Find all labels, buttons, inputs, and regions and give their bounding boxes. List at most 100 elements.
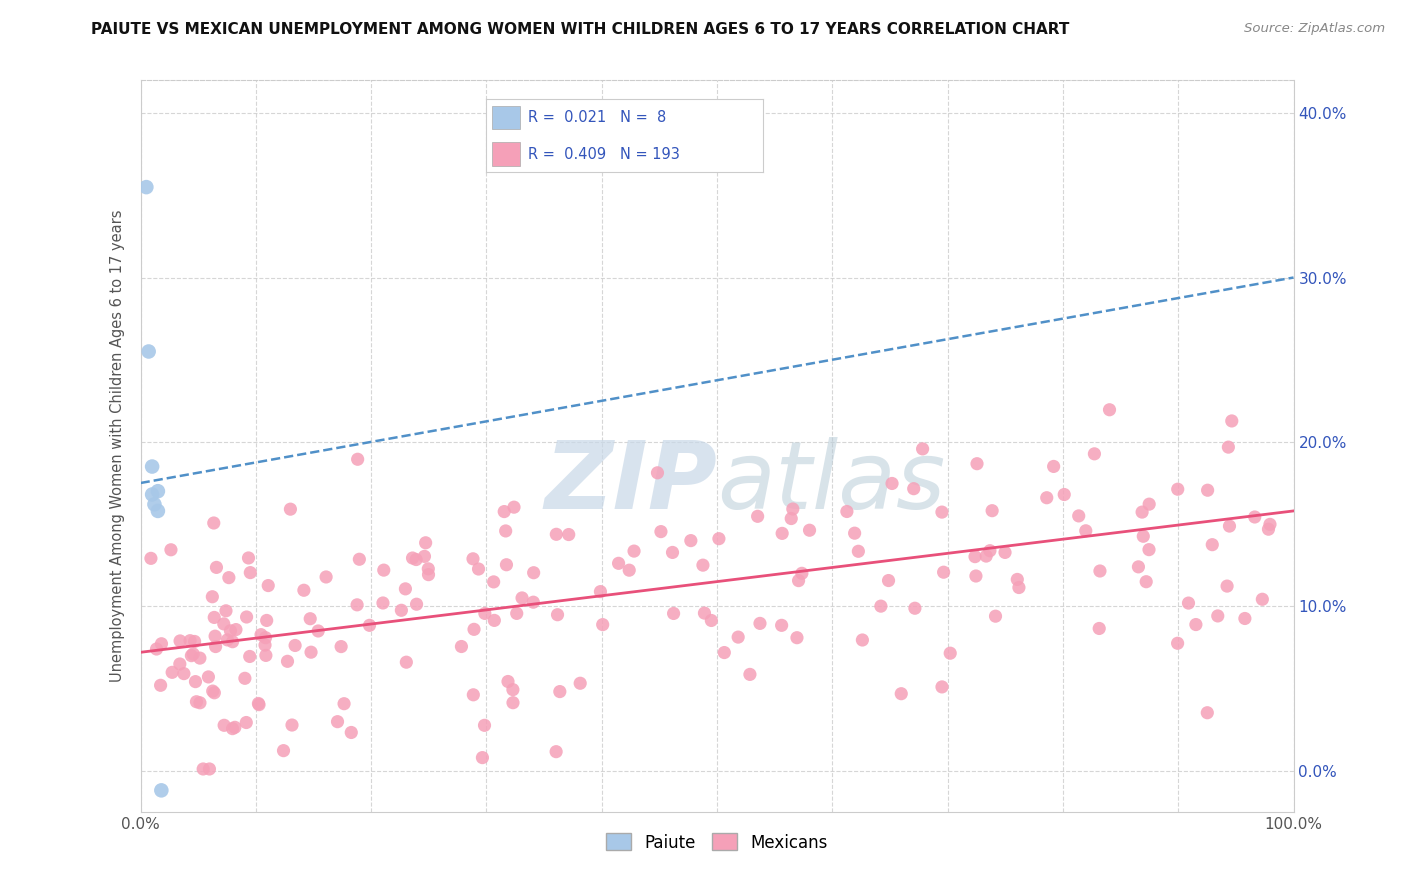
Point (401, 551, 423, 566)
Point (333, 697, 356, 711)
Point (1197, 706, 1219, 720)
Point (738, 667, 761, 681)
Point (299, 612, 322, 626)
Point (931, 680, 953, 694)
Point (693, 606, 716, 620)
Point (160, 542, 183, 557)
Point (256, 614, 278, 628)
Point (276, 654, 298, 668)
Point (307, 624, 329, 638)
Point (484, 614, 506, 628)
Point (835, 504, 858, 518)
Point (569, 676, 592, 690)
Point (346, 452, 368, 467)
Point (371, 596, 394, 610)
Point (502, 682, 524, 697)
Point (179, 633, 201, 648)
Point (201, 590, 224, 604)
Point (787, 574, 810, 588)
Point (1130, 505, 1153, 519)
Point (326, 714, 349, 729)
Point (1243, 510, 1265, 524)
Point (1088, 564, 1111, 578)
Point (340, 725, 363, 739)
Point (502, 696, 524, 710)
Point (1042, 459, 1064, 474)
Point (1053, 487, 1076, 501)
Point (292, 583, 315, 598)
Point (474, 607, 496, 621)
Point (592, 617, 614, 632)
Point (496, 674, 519, 689)
Point (160, 665, 183, 680)
Point (281, 718, 304, 732)
Point (254, 631, 277, 645)
Point (503, 500, 526, 515)
Point (247, 697, 270, 711)
Point (217, 632, 239, 647)
Point (770, 526, 793, 541)
Point (415, 536, 437, 550)
Point (202, 686, 225, 700)
Point (963, 549, 986, 564)
Point (1137, 497, 1160, 511)
Point (1137, 542, 1160, 557)
Point (650, 524, 672, 539)
Point (247, 698, 270, 712)
Point (463, 623, 485, 637)
Point (782, 502, 804, 516)
Point (523, 566, 546, 580)
Point (405, 597, 427, 611)
Y-axis label: Unemployment Among Women with Children Ages 6 to 17 years: Unemployment Among Women with Children A… (110, 210, 125, 682)
Point (474, 718, 496, 732)
Point (141, 487, 163, 501)
Point (1206, 609, 1229, 624)
Point (138, 344, 160, 359)
Point (1233, 611, 1256, 625)
Point (186, 695, 208, 709)
Point (1167, 636, 1189, 650)
Point (966, 457, 988, 471)
Point (239, 649, 262, 664)
Point (1218, 440, 1240, 454)
Point (749, 616, 772, 631)
Point (280, 502, 302, 516)
Point (471, 750, 494, 764)
Point (844, 526, 866, 541)
Point (467, 562, 489, 576)
Text: atlas: atlas (717, 437, 945, 528)
Point (233, 671, 256, 685)
Point (877, 574, 900, 588)
Point (219, 624, 242, 638)
Point (1177, 596, 1199, 610)
Point (150, 637, 173, 651)
Point (692, 558, 714, 573)
Point (994, 545, 1017, 559)
Point (495, 524, 517, 538)
Point (188, 651, 211, 665)
Point (221, 722, 243, 736)
Point (931, 505, 953, 519)
Point (146, 484, 169, 499)
Point (235, 715, 257, 730)
Point (1074, 524, 1097, 538)
Point (284, 639, 307, 653)
Point (1257, 522, 1279, 536)
Point (1098, 402, 1121, 417)
Point (346, 598, 368, 612)
Point (713, 646, 735, 660)
Point (239, 566, 262, 580)
Point (965, 569, 987, 583)
Point (143, 497, 166, 511)
Point (661, 545, 683, 559)
Text: PAIUTE VS MEXICAN UNEMPLOYMENT AMONG WOMEN WITH CHILDREN AGES 6 TO 17 YEARS CORR: PAIUTE VS MEXICAN UNEMPLOYMENT AMONG WOM… (91, 22, 1070, 37)
Point (149, 678, 172, 692)
Point (146, 504, 169, 518)
Point (522, 595, 544, 609)
Point (547, 607, 569, 622)
Point (450, 640, 472, 654)
Point (373, 563, 395, 577)
Point (141, 459, 163, 474)
Point (1167, 482, 1189, 496)
Point (235, 610, 257, 624)
